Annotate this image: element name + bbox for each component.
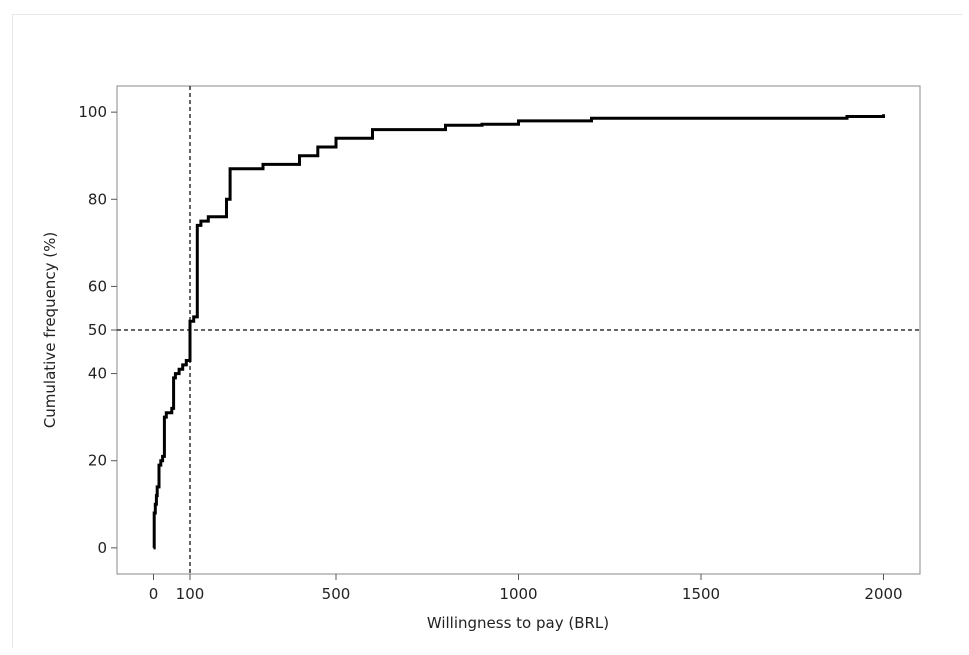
y-axis-label: Cumulative frequency (%) (41, 232, 59, 428)
y-tick-label: 40 (88, 365, 107, 383)
series-group (152, 114, 885, 550)
x-tick-label: 1500 (682, 585, 720, 603)
cumulative-frequency-line (152, 114, 885, 550)
y-tick-label: 100 (78, 103, 107, 121)
y-tick-label: 0 (97, 539, 107, 557)
y-tick-label: 80 (88, 190, 107, 208)
x-tick-label: 1000 (499, 585, 537, 603)
figure-frame (12, 14, 962, 648)
x-tick-label: 0 (149, 585, 159, 603)
y-tick-label: 60 (88, 277, 107, 295)
y-axis: 0 20 40 50 60 80 100 (78, 103, 117, 557)
x-tick-label: 100 (176, 585, 205, 603)
x-axis-label: Willingness to pay (BRL) (427, 614, 609, 632)
y-tick-label: 20 (88, 452, 107, 470)
x-axis: 0 100 500 1000 1500 2000 (149, 574, 903, 603)
x-tick-label: 2000 (864, 585, 902, 603)
reference-lines (117, 86, 920, 574)
y-tick-label: 50 (88, 321, 107, 339)
x-tick-label: 500 (322, 585, 351, 603)
